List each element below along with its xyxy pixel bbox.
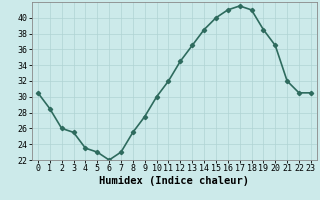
X-axis label: Humidex (Indice chaleur): Humidex (Indice chaleur) xyxy=(100,176,249,186)
